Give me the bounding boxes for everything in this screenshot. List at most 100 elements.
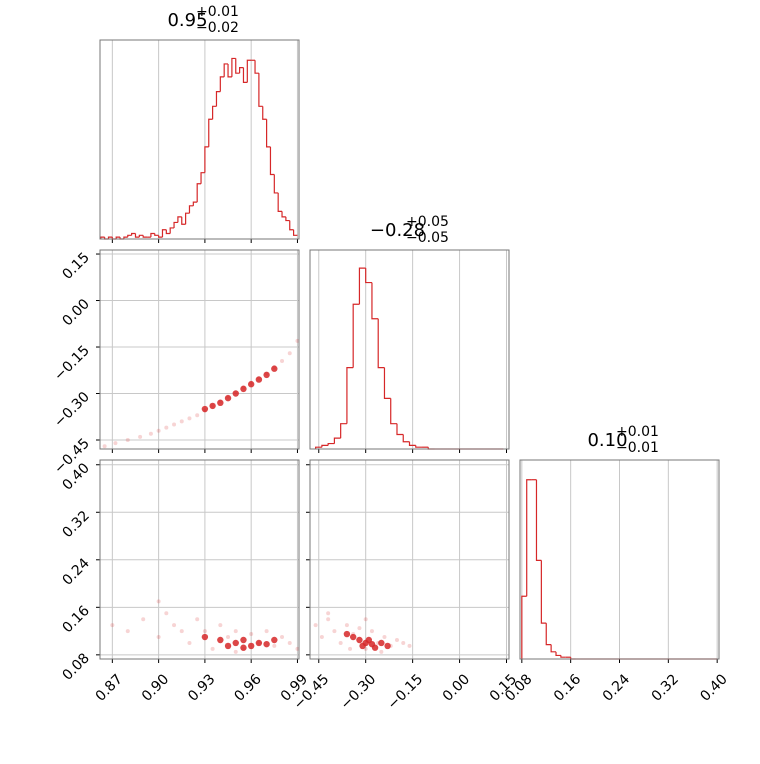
histogram-step [200, 172, 205, 184]
x-tick-label: 0.96 [231, 671, 264, 704]
scatter-point [349, 633, 357, 641]
scatter-point [164, 425, 169, 430]
scatter-point [332, 629, 337, 634]
histogram-step [138, 234, 144, 238]
x-tick-label: 0.90 [139, 671, 172, 704]
histogram-step [123, 236, 128, 239]
axes-frame [309, 249, 510, 450]
scatter-point [233, 629, 238, 634]
histogram-step [173, 221, 178, 228]
panel-title: 0.95 [167, 10, 207, 31]
scatter-point [125, 438, 130, 443]
histogram-step [115, 236, 121, 239]
histogram-step [340, 423, 347, 439]
histogram-step [165, 229, 171, 235]
histogram-step [154, 233, 159, 236]
histogram-step [285, 216, 290, 222]
histogram-step [402, 434, 410, 443]
histogram-step [177, 216, 182, 223]
scatter-point [179, 419, 184, 424]
scatter-point [369, 629, 374, 634]
title-plus: +0.01 [616, 424, 659, 440]
histogram-step [258, 73, 263, 107]
scatter-point [195, 617, 200, 622]
histogram-step [127, 234, 132, 238]
histogram-step [535, 479, 542, 561]
histogram-step [181, 216, 186, 225]
histogram-step [212, 105, 217, 120]
title-minus: −0.05 [406, 230, 449, 246]
scatter-point [195, 413, 200, 418]
scatter-point [356, 636, 363, 644]
histogram-step [219, 76, 225, 92]
scatter-point [110, 623, 115, 628]
scatter-point [224, 394, 232, 402]
scatter-point [224, 642, 232, 650]
title-value: 0.10 [587, 430, 627, 451]
histogram-step [289, 220, 294, 231]
histogram-step [142, 235, 148, 238]
scatter-point [326, 611, 331, 616]
scatter-point [280, 635, 285, 640]
scatter-point [378, 639, 385, 647]
histogram-step [161, 229, 167, 238]
scatter-point [295, 646, 300, 651]
x-tick-label: −0.30 [338, 671, 380, 713]
y-tick-label: 0.32 [59, 508, 92, 541]
scatter-point [343, 630, 351, 638]
x-tick-label: −0.15 [385, 671, 427, 713]
histogram-step [196, 183, 202, 203]
scatter-point [295, 338, 300, 343]
scatter-point [263, 371, 270, 379]
scatter-point [287, 351, 292, 356]
x-tick-label: 0.87 [93, 671, 126, 704]
histogram-step [208, 118, 213, 147]
scatter-point [209, 402, 216, 410]
histogram-step [246, 59, 252, 83]
histogram-step [204, 146, 209, 173]
scatter-point [156, 599, 161, 604]
histogram-step [327, 442, 335, 446]
histogram-step [223, 63, 229, 77]
histogram-step [550, 644, 557, 653]
title-plus: +0.01 [196, 4, 239, 20]
histogram-step [365, 268, 372, 284]
histogram-step [352, 303, 360, 368]
scatter-point [179, 629, 184, 634]
scatter-point [201, 633, 209, 641]
scatter-point [113, 441, 118, 446]
scatter-point [272, 643, 277, 648]
x-tick-label: 0.32 [649, 671, 682, 704]
scatter-point [156, 428, 161, 433]
histogram-step [269, 146, 275, 176]
axes-frame [309, 459, 510, 660]
axes-frame [99, 249, 300, 450]
x-tick-label: 0.24 [600, 671, 633, 704]
histogram-step [540, 560, 547, 624]
y-tick-label: 0.00 [59, 296, 92, 329]
histogram-step [346, 366, 354, 424]
histogram-step [377, 318, 385, 369]
scatter-point [217, 399, 224, 407]
histogram-step [231, 57, 236, 77]
scatter-point [280, 358, 285, 363]
histogram-step [262, 106, 267, 120]
scatter-point [247, 642, 255, 650]
histogram-step [390, 398, 397, 425]
histogram-step [150, 232, 155, 238]
scatter-point [326, 617, 331, 622]
histogram-step [235, 58, 240, 74]
histogram-step [277, 192, 283, 212]
scatter-point [240, 636, 247, 644]
scatter-point [313, 623, 318, 628]
histogram-step [273, 174, 279, 194]
histogram-step [555, 651, 561, 657]
histogram-step [560, 655, 566, 658]
histogram-step [107, 236, 113, 239]
scatter-point [338, 640, 343, 645]
histogram-step [281, 211, 286, 218]
histogram-step [526, 479, 532, 597]
scatter-point [384, 642, 391, 650]
histogram-step [415, 445, 423, 448]
histogram-step [266, 119, 271, 148]
